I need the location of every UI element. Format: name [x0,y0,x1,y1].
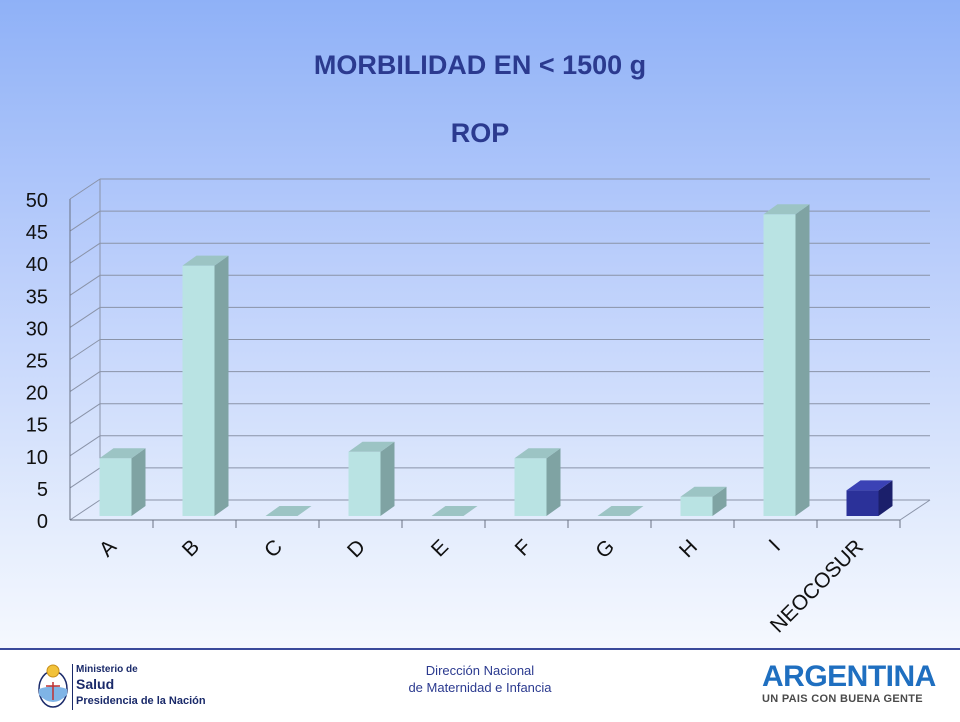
gridline-depth [69,274,101,296]
y-tick-label: 15 [26,415,48,437]
bar-h [680,486,727,516]
bar-top [763,204,810,215]
ministry-line-2: Salud [76,676,115,692]
y-tick-label: 5 [37,479,48,501]
brand-tagline: UN PAIS CON BUENA GENTE [762,693,923,705]
y-tick-label: 0 [37,511,48,533]
bar-front [763,214,796,516]
y-tick-label: 25 [26,351,48,373]
chart-bars [99,204,893,516]
ministry-line-3: Presidencia de la Nación [76,695,206,707]
y-tick-label: 50 [26,190,48,212]
gridline-depth [69,306,101,328]
y-tick-label: 20 [26,383,48,405]
bar-side [380,441,395,516]
bar-front [99,458,132,516]
gridline-depth [69,371,101,393]
bar-b [182,255,229,516]
bar-side [214,255,229,516]
bar-side [712,486,727,516]
chart-title: ROP [450,118,510,148]
y-tick-label: 35 [26,286,48,308]
x-tick-label: D [343,535,370,562]
gridline-depth [69,242,101,264]
x-tick-label: H [675,535,702,562]
x-tick-label: E [427,535,453,561]
gridline-depth [69,210,101,232]
y-tick-label: 45 [26,222,48,244]
bar-top [265,506,312,516]
y-tick-label: 40 [26,254,48,276]
bar-i [763,204,810,516]
bar-side [131,448,146,516]
gridline-depth [69,403,101,425]
bar-neocosur [846,480,893,516]
gridline-depth [69,178,101,200]
bar-front [680,496,713,516]
bar-top [348,441,395,452]
bar-top [846,480,893,491]
bar-top [182,255,229,266]
bar-top [99,448,146,459]
brand-main: ARGENTINA [762,660,936,693]
footer-line-2: de Maternidad e Infancia [408,680,552,695]
y-tick-label: 10 [26,447,48,469]
argentina-brand-logo: ARGENTINA UN PAIS CON BUENA GENTE [762,662,942,712]
x-tick-label: I [765,535,785,555]
bar-front [348,451,381,516]
footer-line-1: Dirección Nacional [425,663,535,678]
bar-side [878,480,893,516]
x-tick-label: C [260,535,287,562]
bar-top [597,506,644,516]
bar-e [431,506,478,516]
bar-c [265,506,312,516]
bar-g [597,506,644,516]
footer-department: Dirección Nacional de Maternidad e Infan… [380,662,580,696]
gridline-depth [69,339,101,360]
bar-top [514,448,561,459]
bar-side [546,448,561,516]
bar-side [795,204,810,516]
x-tick-label: G [591,535,619,563]
gridline-depth [69,467,101,489]
bar-a [99,448,146,516]
x-tick-label: F [511,535,536,560]
bar-d [348,441,395,516]
y-axis-ticks: 0 5 10 15 20 25 30 35 40 45 50 [26,190,48,533]
x-tick-label: A [95,535,121,561]
slide-title: MORBILIDAD EN < 1500 g [313,50,647,80]
bar-f [514,448,561,516]
gridline-depth [69,499,101,521]
bar-front [182,265,215,516]
bar-front [846,490,879,516]
bar-top [680,486,727,497]
ministry-logo: Ministerio de Salud Presidencia de la Na… [30,658,230,716]
ministry-line-1: Ministerio de [76,664,138,675]
bar-top [431,506,478,516]
x-tick-label: B [178,535,204,561]
floor-edge [899,499,931,521]
slide-footer: Ministerio de Salud Presidencia de la Na… [0,648,960,722]
gridline-depth [69,435,101,457]
y-tick-label: 30 [26,318,48,340]
bar-front [514,458,547,516]
national-seal-icon [38,664,68,708]
